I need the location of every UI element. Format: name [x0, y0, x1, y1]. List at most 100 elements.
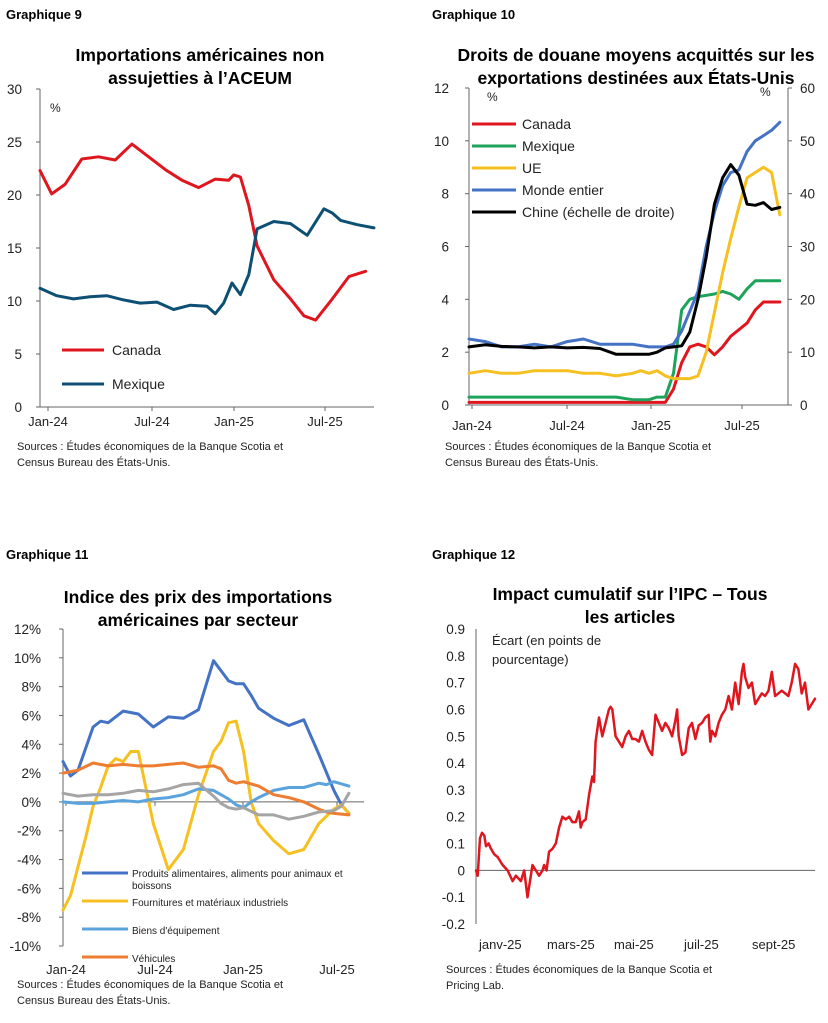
unit-label: %: [487, 90, 498, 104]
y-tick-label: 0.9: [446, 622, 465, 637]
y-tick-label: 10%: [14, 651, 41, 666]
y-tick-label: -0.1: [442, 890, 465, 905]
unit-label: pourcentage): [492, 652, 569, 667]
y-tick-label: 15: [7, 241, 22, 256]
y-tick-label: 0.5: [446, 729, 465, 744]
x-tick-label: juil-25: [683, 937, 719, 952]
y-tick-label: 10: [434, 134, 449, 149]
y-tick-label: 0: [14, 400, 22, 415]
series-line-mexique: [38, 207, 376, 316]
y2-tick-label: 10: [800, 345, 815, 360]
x-tick-label: Jan-25: [214, 414, 254, 429]
chart-panel-9: Graphique 9 Importations américaines non…: [0, 0, 414, 511]
y2-tick-label: 50: [800, 134, 815, 149]
chart-number: Graphique 9: [6, 7, 82, 22]
series-line-unlabelled-0: [474, 662, 817, 899]
chart-sources: Sources : Études économiques de la Banqu…: [17, 441, 284, 469]
legend-label: Produits alimentaires, aliments pour ani…: [132, 869, 343, 880]
chart-number: Graphique 11: [6, 547, 89, 562]
y-tick-label: 0.6: [446, 702, 465, 717]
x-tick-label: Jul-25: [724, 418, 759, 433]
legend-label: Véhicules: [132, 954, 175, 965]
legend-label: Mexique: [522, 138, 575, 154]
x-tick-label: Jan-24: [28, 414, 68, 429]
x-tick-label: mai-25: [614, 937, 654, 952]
x-tick-label: mars-25: [547, 937, 595, 952]
y-tick-label: -2%: [17, 824, 41, 839]
y-tick-label: 2%: [21, 766, 41, 781]
legend-label: Chine (échelle de droite): [522, 204, 675, 220]
chart-panel-10: Graphique 10 Droits de douane moyens acq…: [414, 0, 828, 511]
x-tick-label: Jan-24: [452, 418, 492, 433]
y-tick-label: 0.2: [446, 810, 465, 825]
series-line-chine-chelle-de-droite: [467, 163, 782, 356]
x-tick-label: Jul-24: [134, 414, 169, 429]
chart-sources: Sources : Études économiques de la Banqu…: [445, 441, 712, 469]
x-tick-label: Jul-25: [307, 414, 342, 429]
y-tick-label: -10%: [9, 939, 41, 954]
unit-label: %: [50, 101, 61, 115]
y-tick-label: -0.2: [442, 917, 465, 932]
chart-title: Indice des prix des importations américa…: [63, 587, 333, 630]
series-line-unlabelled-4: [61, 781, 351, 821]
x-tick-label: Jan-25: [223, 962, 263, 977]
y-tick-label: 8%: [21, 680, 41, 695]
y-tick-label: -6%: [17, 881, 41, 896]
chart-10: 0 2 4 6 8 10 12 0 10 20 30 40 50 60 Jan-24 Jul-24 Jan-25…: [434, 81, 815, 433]
y2-tick-label: 20: [800, 292, 815, 307]
y-tick-label: 4%: [21, 737, 41, 752]
y-tick-label: 0: [441, 398, 449, 413]
series-line-canada: [38, 142, 368, 322]
chart-9: 0 5 10 15 20 25 30 Jan-24 Jul-24 Jan-25 Jul-25% Can…: [7, 82, 376, 429]
series-line-produits-alimentaires-aliments-pour-animaux-et-boissons: [61, 659, 351, 815]
y-tick-label: 12%: [14, 622, 41, 637]
series-line-fournitures-et-mat-riaux-industriels: [61, 719, 351, 912]
legend-label: Biens d'équipement: [132, 926, 220, 937]
series-line-ue: [467, 165, 782, 381]
y-tick-label: -4%: [17, 853, 41, 868]
legend-label: boissons: [132, 881, 171, 892]
y2-tick-label: 30: [800, 240, 815, 255]
chart-title: Impact cumulatif sur l’IPC – Tous les ar…: [492, 584, 768, 627]
x-tick-label: Jul-25: [319, 962, 354, 977]
legend-label: Monde entier: [522, 182, 604, 198]
chart-12: -0.2 -0.1 0 0.1 0.2 0.3 0.4 0.5 0.6 0.7 0.8 0.9 janv…: [442, 622, 817, 952]
y-tick-label: 0.8: [446, 649, 465, 664]
x-tick-label: janv-25: [478, 937, 522, 952]
y-tick-label: 6: [441, 240, 449, 255]
chart-sources: Sources : Études économiques de la Banqu…: [17, 979, 284, 1007]
unit-label: Écart (en points de: [492, 633, 601, 648]
x-tick-label: Jan-24: [46, 962, 86, 977]
y-tick-label: 25: [7, 135, 22, 150]
series-line-canada: [467, 300, 782, 404]
unit-label-right: %: [760, 85, 771, 99]
y-tick-label: 30: [7, 82, 22, 97]
y-tick-label: 8: [441, 187, 449, 202]
x-tick-label: sept-25: [752, 937, 795, 952]
legend-label: Mexique: [112, 376, 165, 392]
y-tick-label: -8%: [17, 910, 41, 925]
y-tick-label: 0.7: [446, 676, 465, 691]
chart-sources: Sources : Études économiques de la Banqu…: [446, 964, 713, 992]
y-tick-label: 5: [14, 347, 22, 362]
legend-label: Canada: [112, 342, 161, 358]
y-tick-label: 0.1: [446, 837, 465, 852]
chart-title: Droits de douane moyens acquittés sur le…: [457, 45, 815, 88]
y2-tick-label: 0: [800, 398, 808, 413]
y-tick-label: 10: [7, 294, 22, 309]
series-line-v-hicules: [61, 761, 351, 817]
y-tick-label: 4: [441, 292, 449, 307]
y-tick-label: 0%: [21, 795, 41, 810]
y-tick-label: 2: [441, 345, 449, 360]
legend-label: Fournitures et matériaux industriels: [132, 898, 288, 909]
chart-panel-11: Graphique 11 Indice des prix des importa…: [0, 511, 414, 1022]
chart-panel-12: Graphique 12 Impact cumulatif sur l’IPC …: [414, 511, 828, 1022]
chart-number: Graphique 12: [432, 547, 516, 562]
y-tick-label: 20: [7, 188, 22, 203]
x-tick-label: Jan-25: [631, 418, 671, 433]
y-tick-label: 0.3: [446, 783, 465, 798]
chart-number: Graphique 10: [432, 7, 516, 22]
y2-tick-label: 60: [800, 81, 815, 96]
series-line-monde-entier: [467, 120, 782, 349]
series-line-biens-d-quipement: [61, 780, 351, 810]
